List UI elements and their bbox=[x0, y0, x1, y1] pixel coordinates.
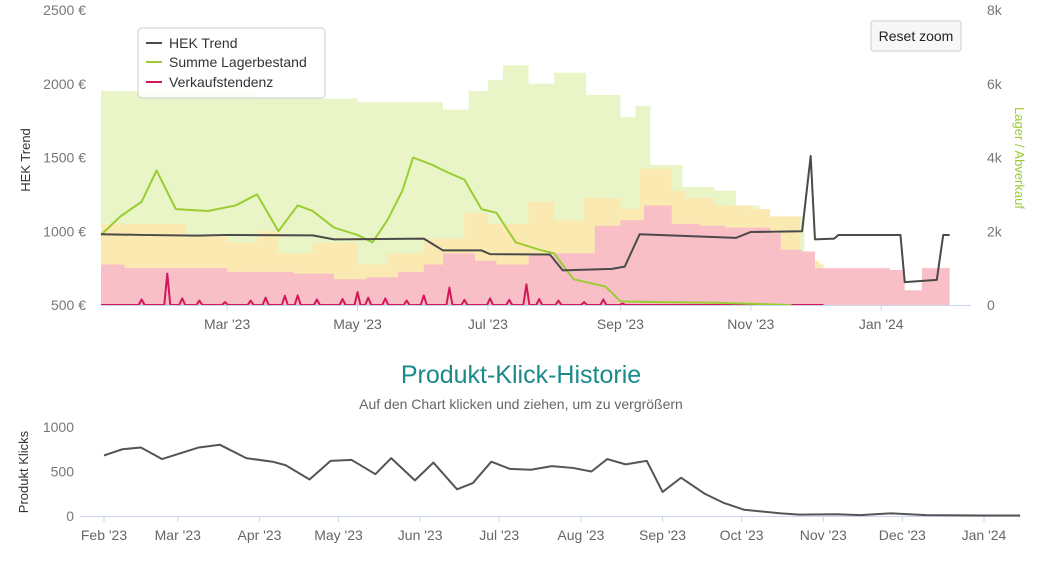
chart2-y-axis-title: Produkt Klicks bbox=[16, 430, 31, 513]
y2-tick-label: 2k bbox=[987, 223, 1003, 239]
chart2-x-tick-label: Feb '23 bbox=[81, 527, 127, 543]
chart2-x-tick-label: Jul '23 bbox=[479, 527, 519, 543]
y2-tick-label: 4k bbox=[987, 150, 1003, 166]
legend-item-verkaufstendenz[interactable]: Verkaufstendenz bbox=[146, 74, 273, 90]
reset-zoom-label: Reset zoom bbox=[879, 28, 954, 44]
x-tick-label: May '23 bbox=[333, 316, 382, 332]
y-tick-label: 500 € bbox=[51, 297, 86, 313]
stock-area-red bbox=[101, 205, 950, 305]
reset-zoom-button[interactable]: Reset zoom bbox=[870, 20, 962, 52]
chart2-x-tick-label: Dec '23 bbox=[879, 527, 926, 543]
y-tick-label: 2000 € bbox=[43, 76, 86, 92]
legend-label: HEK Trend bbox=[169, 35, 237, 51]
series-line-summe-lagerbestand bbox=[100, 156, 792, 306]
legend-label: Verkaufstendenz bbox=[169, 74, 273, 90]
chart2-y-tick-label: 0 bbox=[66, 508, 74, 524]
chart2-x-tick-label: Jun '23 bbox=[398, 527, 443, 543]
chart2-subtitle: Auf den Chart klicken und ziehen, um zu … bbox=[359, 396, 683, 412]
chart2-y-tick-label: 500 bbox=[51, 464, 75, 480]
legend-label: Summe Lagerbestand bbox=[169, 54, 307, 70]
legend: HEK Trend Summe Lagerbestand Verkaufsten… bbox=[137, 27, 326, 99]
y2-tick-label: 0 bbox=[987, 297, 995, 313]
legend-item-hek-trend[interactable]: HEK Trend bbox=[146, 35, 237, 51]
y-tick-label: 2500 € bbox=[43, 2, 86, 18]
legend-item-summe-lagerbestand[interactable]: Summe Lagerbestand bbox=[146, 54, 307, 70]
chart2-x-tick-label: Oct '23 bbox=[720, 527, 764, 543]
chart2-x-tick-label: Nov '23 bbox=[800, 527, 847, 543]
chart2-x-axis-ticks: Feb '23 Mar '23 Apr '23 May '23 Jun '23 Jul '… bbox=[81, 516, 1007, 543]
x-axis-ticks: Mar '23 May '23 Jul '23 Sep '23 Nov '23 Jan '… bbox=[204, 305, 904, 332]
chart2-x-tick-label: Aug '23 bbox=[557, 527, 604, 543]
series-line-hek-trend bbox=[100, 155, 950, 284]
y-axis-title-left: HEK Trend bbox=[18, 128, 33, 192]
x-tick-label: Sep '23 bbox=[597, 316, 644, 332]
y-tick-label: 1000 € bbox=[43, 223, 86, 239]
y-tick-label: 1500 € bbox=[43, 150, 86, 166]
chart2-x-tick-label: Mar '23 bbox=[155, 527, 201, 543]
y2-tick-label: 8k bbox=[987, 2, 1003, 18]
y-axis-ticks-right: 0 2k 4k 6k 8k bbox=[987, 2, 1003, 313]
y2-tick-label: 6k bbox=[987, 76, 1003, 92]
chart2-x-tick-label: Sep '23 bbox=[639, 527, 686, 543]
chart2-series bbox=[103, 443, 1020, 517]
stock-areas bbox=[101, 65, 950, 305]
x-tick-label: Jan '24 bbox=[859, 316, 904, 332]
chart2-x-tick-label: Jan '24 bbox=[962, 527, 1007, 543]
chart2-x-tick-label: Apr '23 bbox=[237, 527, 281, 543]
chart2-y-tick-label: 1000 bbox=[43, 419, 74, 435]
chart2-y-axis-ticks: 0 500 1000 bbox=[43, 419, 74, 524]
y-axis-title-right: Lager / Abverkauf bbox=[1012, 107, 1027, 209]
reset-zoom-button-bg bbox=[870, 20, 962, 52]
x-tick-label: Mar '23 bbox=[204, 316, 250, 332]
x-tick-label: Jul '23 bbox=[468, 316, 508, 332]
x-tick-label: Nov '23 bbox=[727, 316, 774, 332]
legend-box bbox=[137, 27, 326, 99]
series-line-produkt-klicks bbox=[103, 443, 1020, 517]
chart2-title: Produkt-Klick-Historie bbox=[401, 361, 641, 389]
chart2-x-tick-label: May '23 bbox=[314, 527, 363, 543]
y-axis-ticks-left: 500 € 1000 € 1500 € 2000 € 2500 € bbox=[43, 2, 86, 313]
